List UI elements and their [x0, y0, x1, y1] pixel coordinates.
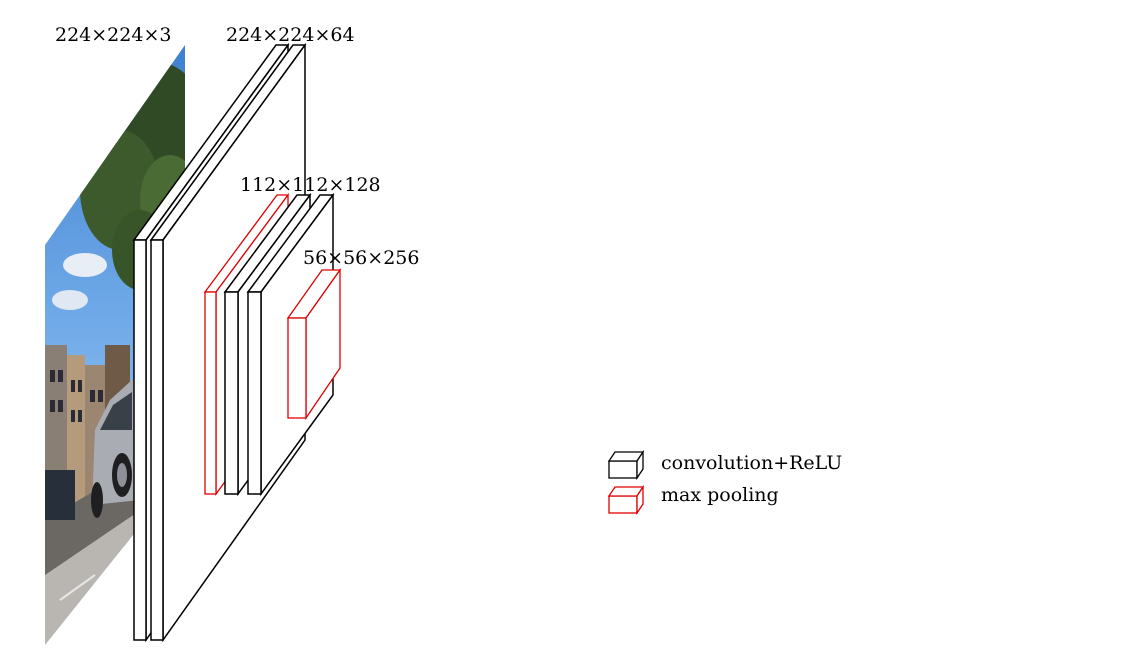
- legend-conv-icon: [607, 449, 645, 481]
- legend-pool-label: max pooling: [661, 484, 779, 506]
- conv2-dimension-label: 112×112×128: [240, 174, 381, 196]
- legend-pool-icon: [607, 484, 645, 516]
- conv1-dimension-label: 224×224×64: [226, 24, 355, 46]
- legend-conv-label: convolution+ReLU: [661, 452, 842, 474]
- conv3-dimension-label: 56×56×256: [303, 247, 419, 269]
- pool2-layer: [286, 267, 342, 421]
- legend: convolution+ReLU max pooling: [607, 449, 842, 516]
- input-dimension-label: 224×224×3: [55, 24, 171, 46]
